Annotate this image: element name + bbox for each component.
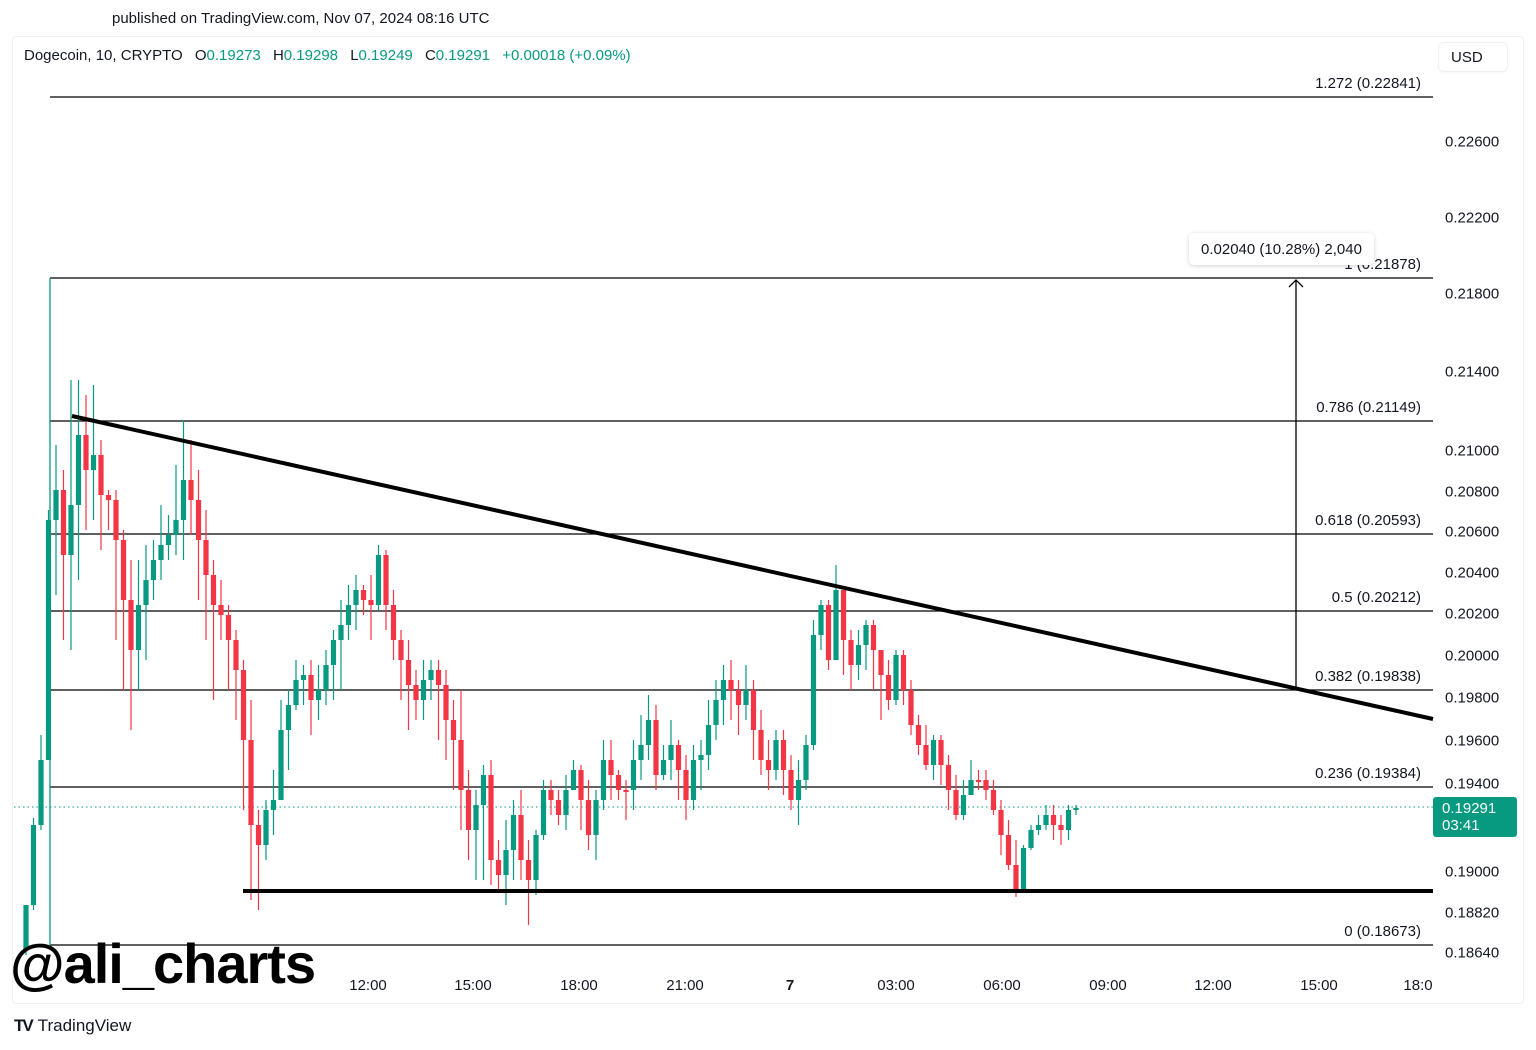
fib-label-0382: 0.382 (0.19838) (1315, 668, 1421, 685)
descending-trendline[interactable] (71, 414, 1434, 721)
y-tick: 0.18640 (1445, 944, 1500, 962)
y-tick: 0.19600 (1445, 732, 1500, 750)
y-tick: 0.21400 (1445, 363, 1500, 381)
currency-button[interactable]: USD (1438, 42, 1508, 72)
last-price-tag: 0.19291 03:41 (1433, 797, 1517, 837)
fib-label-0236: 0.236 (0.19384) (1315, 765, 1421, 782)
low-label: L (350, 47, 359, 64)
bar-countdown: 03:41 (1442, 817, 1480, 834)
fib-label-0618: 0.618 (0.20593) (1315, 512, 1421, 529)
y-tick: 0.20400 (1445, 564, 1500, 582)
y-tick: 0.20600 (1445, 523, 1500, 541)
fib-label-1272: 1.272 (0.22841) (1315, 75, 1421, 92)
author-watermark: @ali_charts (10, 932, 316, 995)
x-tick: 15:00 (454, 977, 492, 994)
y-tick: 0.18820 (1445, 904, 1500, 922)
high-label: H (272, 47, 284, 64)
change-value: +0.00018 (+0.09%) (502, 47, 631, 64)
x-tick: 03:00 (877, 977, 915, 994)
x-tick: 06:00 (983, 977, 1021, 994)
y-tick: 0.19000 (1445, 863, 1500, 881)
tradingview-logo-icon: TV (14, 1016, 34, 1035)
y-tick: 0.20800 (1445, 483, 1500, 501)
symbol-title: Dogecoin, 10, CRYPTO (24, 47, 183, 64)
brand-name: TradingView (37, 1016, 132, 1035)
y-tick: 0.22200 (1445, 209, 1500, 227)
y-tick: 0.22600 (1445, 133, 1500, 151)
close-value: 0.19291 (435, 47, 491, 64)
high-value: 0.19298 (283, 47, 339, 64)
published-caption: published on TradingView.com, Nov 07, 20… (112, 10, 490, 27)
x-tick: 12:00 (1194, 977, 1232, 994)
x-tick: 12:00 (349, 977, 387, 994)
x-tick: 09:00 (1089, 977, 1127, 994)
y-tick: 0.20000 (1445, 647, 1500, 665)
x-tick: 15:00 (1300, 977, 1338, 994)
measure-tooltip: 0.02040 (10.28%) 2,040 (1189, 233, 1374, 265)
x-tick-day: 7 (785, 977, 795, 994)
y-tick: 0.21000 (1445, 442, 1500, 460)
open-value: 0.19273 (206, 47, 261, 64)
tradingview-footer: TV TradingView (14, 1016, 131, 1036)
symbol-legend: Dogecoin, 10, CRYPTO O0.19273 H0.19298 L… (24, 47, 631, 64)
x-tick: 21:00 (666, 977, 704, 994)
low-value: 0.19249 (358, 47, 413, 64)
x-tick: 18:0 (1403, 977, 1433, 994)
x-tick: 18:00 (560, 977, 598, 994)
y-tick: 0.19400 (1445, 775, 1500, 793)
fib-label-0: 0 (0.18673) (1344, 923, 1421, 940)
candlesticks (23, 380, 1079, 955)
fib-label-0786: 0.786 (0.21149) (1316, 399, 1421, 416)
open-label: O (194, 47, 207, 64)
fib-label-05: 0.5 (0.20212) (1331, 589, 1421, 606)
y-tick: 0.21800 (1445, 285, 1500, 303)
close-label: C (424, 47, 436, 64)
measure-arrow (1288, 279, 1304, 690)
y-tick: 0.20200 (1445, 605, 1500, 623)
fibonacci-levels (49, 96, 1433, 946)
last-price-value: 0.19291 (1442, 800, 1497, 817)
y-tick: 0.19800 (1445, 689, 1500, 707)
